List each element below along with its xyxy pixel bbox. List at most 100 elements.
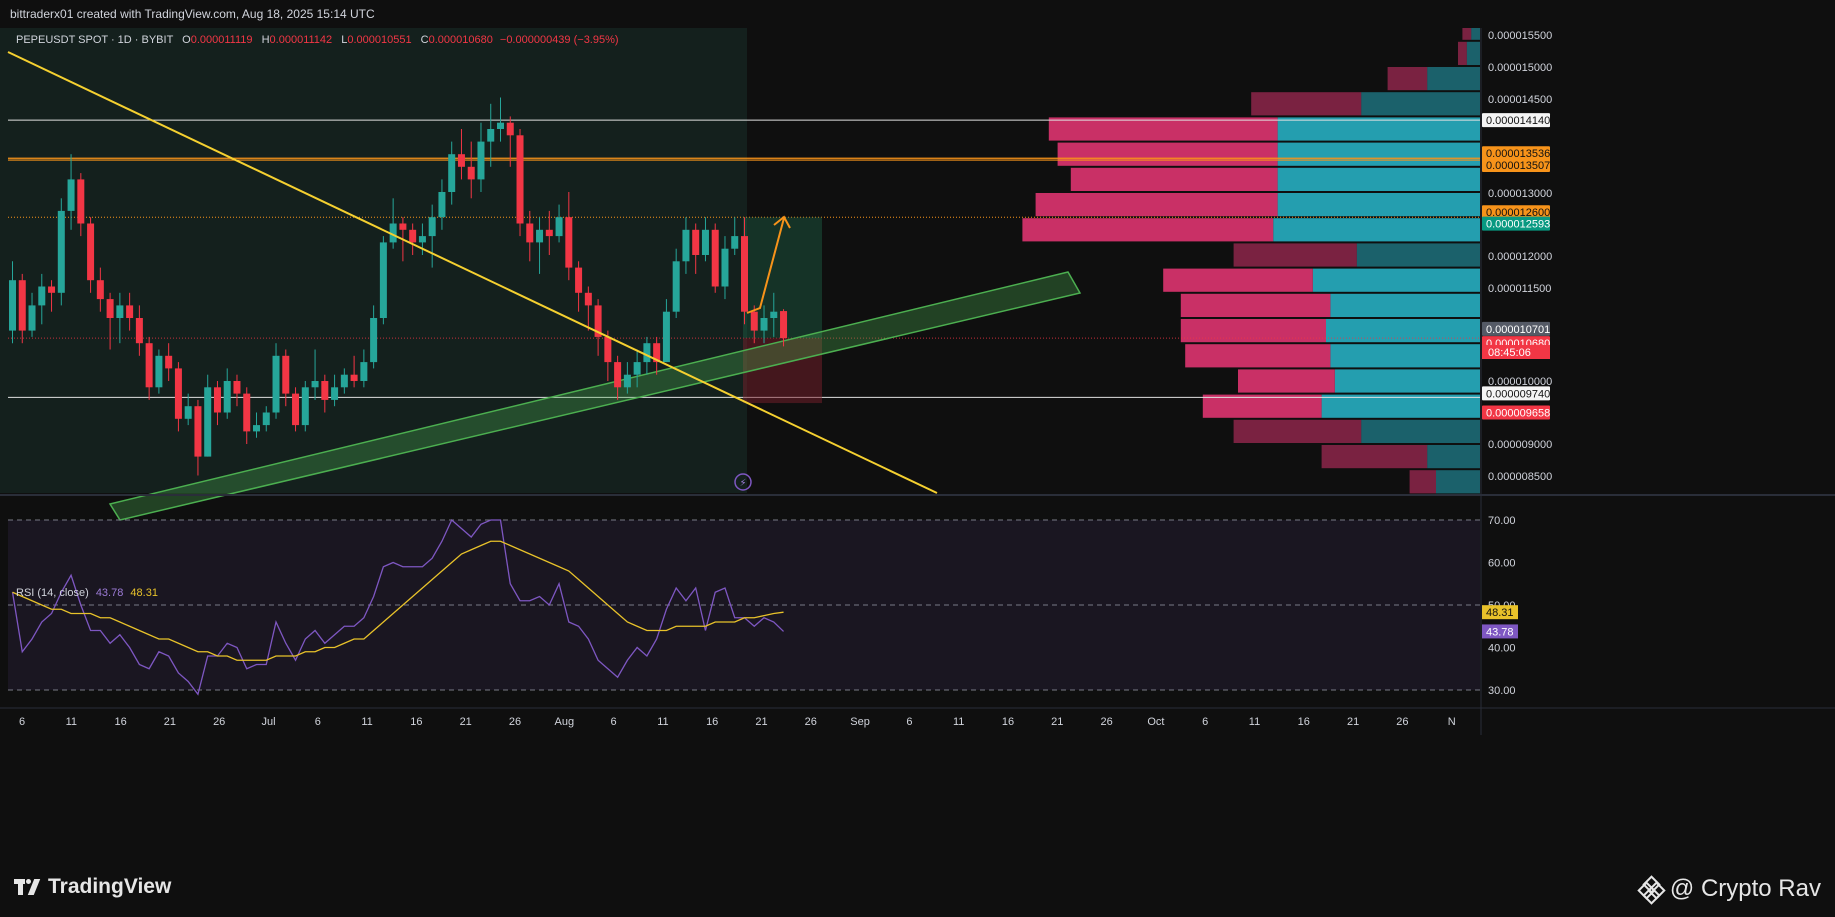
price-tick-label: 0.000010000 <box>1488 376 1552 388</box>
time-tick-label: Jul <box>261 716 275 728</box>
candle-body <box>96 280 104 300</box>
candle-body <box>428 217 436 237</box>
candle-body <box>672 261 680 312</box>
price-badge <box>1482 321 1550 336</box>
rsi-badge-label: 43.78 <box>1486 626 1514 638</box>
credit-text: bittraderx01 created with TradingView.co… <box>10 7 375 21</box>
candle-body <box>614 362 622 388</box>
candle-body <box>418 236 426 243</box>
volume-profile-down-bar <box>1387 67 1428 91</box>
price-tick-label: 0.000011500 <box>1488 283 1551 295</box>
candle-body <box>477 141 485 180</box>
diamond-logo-icon <box>1637 875 1666 905</box>
volume-profile-up-bar <box>1277 167 1480 191</box>
price-badge-label: 0.000009658 <box>1486 408 1550 420</box>
rsi-ma-value: 48.31 <box>130 587 158 599</box>
candle-body <box>780 311 788 339</box>
volume-profile-up-bar <box>1427 445 1480 469</box>
volume-profile-down-bar <box>1180 293 1331 317</box>
candle-body <box>106 299 114 318</box>
candle-body <box>399 223 407 230</box>
volume-profile-down-bar <box>1458 41 1467 65</box>
volume-profile-up-bar <box>1277 117 1480 141</box>
volume-profile-up-bar <box>1326 319 1480 343</box>
time-tick-label: 21 <box>1051 716 1063 728</box>
time-tick-label: 6 <box>611 716 617 728</box>
candle-body <box>526 223 534 243</box>
candle-body <box>389 223 397 243</box>
volume-profile-down-bar <box>1251 92 1362 116</box>
time-tick-label: 6 <box>1202 716 1208 728</box>
price-badge <box>1482 146 1550 161</box>
candle-body <box>487 129 495 142</box>
volume-profile-down-bar <box>1233 243 1357 267</box>
volume-profile-down-bar <box>1202 394 1322 418</box>
lightning-icon: ⚡ <box>739 478 746 489</box>
time-tick-label: N <box>1448 716 1456 728</box>
candle-body <box>643 343 651 363</box>
tradingview-icon <box>14 877 42 897</box>
candle-body <box>28 305 36 331</box>
volume-profile-down-bar <box>1048 117 1278 141</box>
candle-body <box>233 381 241 394</box>
candle-body <box>18 280 26 331</box>
price-tick-label: 0.000014500 <box>1488 94 1552 106</box>
candle-body <box>379 242 387 318</box>
volume-profile-down-bar <box>1462 28 1472 40</box>
candle-body <box>623 374 631 388</box>
candle-body <box>760 318 768 331</box>
candle-body <box>682 229 690 262</box>
candle-body <box>360 362 368 381</box>
price-tick-label: 0.000008500 <box>1488 471 1552 483</box>
volume-profile-up-bar <box>1330 344 1480 368</box>
low-value: 0.000010551 <box>347 34 412 46</box>
volume-profile-up-bar <box>1334 369 1480 393</box>
volume-profile-up-bar <box>1277 193 1480 217</box>
time-tick-label: 26 <box>1396 716 1408 728</box>
time-tick-label: 26 <box>213 716 225 728</box>
tradingview-brand: TradingView <box>48 875 172 898</box>
price-pane[interactable]: ⚡ 0.000015500 0.000015000 0.000014500 0.0000… <box>0 28 1835 521</box>
volume-profile-up-bar <box>1361 419 1480 443</box>
event-marker-icon <box>734 473 752 491</box>
rsi-value: 43.78 <box>95 587 124 599</box>
candle-body <box>77 179 85 224</box>
symbol-label: PEPEUSDT SPOT · 1D · BYBIT <box>16 34 174 46</box>
volume-profile-up-bar <box>1436 470 1480 494</box>
time-tick-label: 26 <box>805 716 817 728</box>
time-tick-label: 11 <box>361 716 372 728</box>
time-tick-label: Aug <box>555 716 575 728</box>
candle-body <box>653 343 661 363</box>
volume-profile-up-bar <box>1427 67 1480 91</box>
candle-body <box>731 236 739 249</box>
position-stop-zone <box>743 338 822 404</box>
candle-body <box>243 393 251 432</box>
volume-profile-down-bar <box>1057 142 1278 166</box>
candle-body <box>594 305 602 337</box>
price-badge <box>1482 216 1550 231</box>
time-tick-label: 26 <box>509 716 521 728</box>
volume-profile-up-bar <box>1273 218 1480 242</box>
high-label: H <box>261 34 270 46</box>
rsi-ma-badge <box>1482 605 1518 620</box>
low-label: L <box>341 34 348 46</box>
price-tick-label: 0.000009000 <box>1488 439 1552 451</box>
tradingview-logo[interactable]: TradingView <box>14 875 171 899</box>
rsi-line <box>11 518 784 696</box>
ascending-channel <box>108 271 1082 521</box>
price-badge <box>1482 405 1550 420</box>
candle-body <box>331 387 339 400</box>
rsi-label: RSI (14, close) <box>16 587 89 599</box>
candle-body <box>301 387 309 426</box>
candle-body <box>135 318 143 344</box>
projection-arrowhead <box>773 215 791 229</box>
chart[interactable]: ⚡ 0.000015500 0.000015000 0.000014500 0.0000… <box>0 28 1835 862</box>
history-shade <box>0 28 747 493</box>
volume-profile-down-bar <box>1163 268 1313 292</box>
time-tick-label: 26 <box>1100 716 1112 728</box>
rsi-badge <box>1482 624 1518 639</box>
candle-body <box>516 135 524 224</box>
candle-body <box>457 154 465 167</box>
candle-body <box>194 406 202 457</box>
